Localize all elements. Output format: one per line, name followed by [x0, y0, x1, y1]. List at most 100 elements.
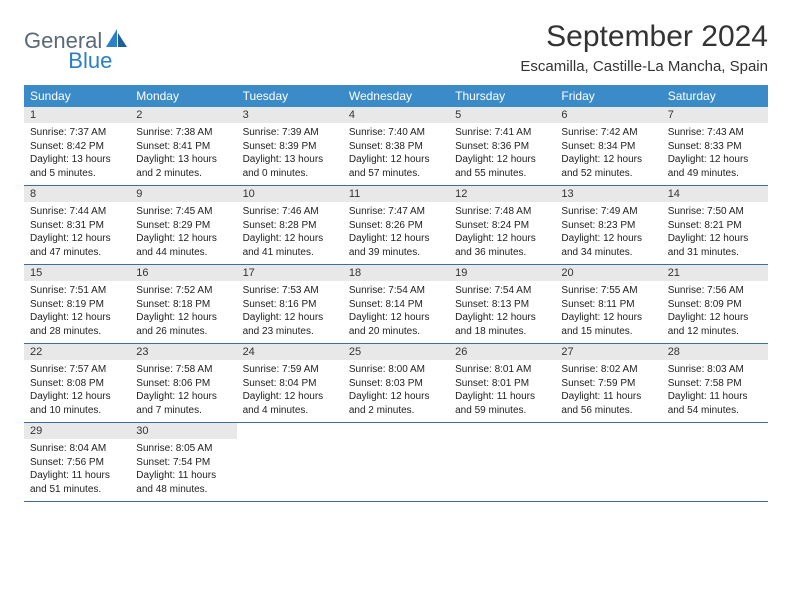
day-cell: 27Sunrise: 8:02 AMSunset: 7:59 PMDayligh…: [555, 344, 661, 422]
sunrise-text: Sunrise: 8:02 AM: [561, 363, 655, 377]
title-block: September 2024 Escamilla, Castille-La Ma…: [520, 20, 768, 75]
sunset-text: Sunset: 8:42 PM: [30, 140, 124, 154]
day-number: 29: [24, 423, 130, 439]
daylight-text: Daylight: 11 hours and 51 minutes.: [30, 469, 124, 496]
week-row: 29Sunrise: 8:04 AMSunset: 7:56 PMDayligh…: [24, 423, 768, 502]
daylight-text: Daylight: 12 hours and 10 minutes.: [30, 390, 124, 417]
day-cell: 11 Sunrise: 7:47 AMSunset: 8:26 PMDayligh…: [343, 186, 449, 264]
day-cell: 16Sunrise: 7:52 AMSunset: 8:18 PMDayligh…: [130, 265, 236, 343]
week-row: 22Sunrise: 7:57 AMSunset: 8:08 PMDayligh…: [24, 344, 768, 423]
sunrise-text: Sunrise: 7:41 AM: [455, 126, 549, 140]
daylight-text: Daylight: 12 hours and 26 minutes.: [136, 311, 230, 338]
sunrise-text: Sunrise: 8:01 AM: [455, 363, 549, 377]
daylight-text: Daylight: 12 hours and 36 minutes.: [455, 232, 549, 259]
daylight-text: Daylight: 12 hours and 39 minutes.: [349, 232, 443, 259]
day-number: 17: [237, 265, 343, 281]
daylight-text: Daylight: 12 hours and 52 minutes.: [561, 153, 655, 180]
sunset-text: Sunset: 8:23 PM: [561, 219, 655, 233]
sunrise-text: Sunrise: 7:47 AM: [349, 205, 443, 219]
sunset-text: Sunset: 8:03 PM: [349, 377, 443, 391]
sunrise-text: Sunrise: 7:42 AM: [561, 126, 655, 140]
dow-wednesday: Wednesday: [343, 85, 449, 107]
header: General Blue September 2024 Escamilla, C…: [24, 20, 768, 75]
daylight-text: Daylight: 12 hours and 23 minutes.: [243, 311, 337, 338]
sunset-text: Sunset: 8:11 PM: [561, 298, 655, 312]
day-cell: 18Sunrise: 7:54 AMSunset: 8:14 PMDayligh…: [343, 265, 449, 343]
sunrise-text: Sunrise: 7:55 AM: [561, 284, 655, 298]
sunset-text: Sunset: 8:39 PM: [243, 140, 337, 154]
daylight-text: Daylight: 11 hours and 59 minutes.: [455, 390, 549, 417]
day-cell: 14Sunrise: 7:50 AMSunset: 8:21 PMDayligh…: [662, 186, 768, 264]
sunrise-text: Sunrise: 7:58 AM: [136, 363, 230, 377]
day-number: 14: [662, 186, 768, 202]
day-cell: 30Sunrise: 8:05 AMSunset: 7:54 PMDayligh…: [130, 423, 236, 501]
day-number: 10: [237, 186, 343, 202]
sunset-text: Sunset: 8:26 PM: [349, 219, 443, 233]
sunrise-text: Sunrise: 7:59 AM: [243, 363, 337, 377]
daylight-text: Daylight: 12 hours and 12 minutes.: [668, 311, 762, 338]
sunrise-text: Sunrise: 7:43 AM: [668, 126, 762, 140]
daylight-text: Daylight: 12 hours and 57 minutes.: [349, 153, 443, 180]
day-cell: 21Sunrise: 7:56 AMSunset: 8:09 PMDayligh…: [662, 265, 768, 343]
day-body: Sunrise: 7:40 AMSunset: 8:38 PMDaylight:…: [343, 123, 449, 184]
sunset-text: Sunset: 8:28 PM: [243, 219, 337, 233]
sunset-text: Sunset: 8:21 PM: [668, 219, 762, 233]
day-number: 3: [237, 107, 343, 123]
calendar-grid: Sunday Monday Tuesday Wednesday Thursday…: [24, 85, 768, 502]
sunrise-text: Sunrise: 7:48 AM: [455, 205, 549, 219]
day-of-week-header: Sunday Monday Tuesday Wednesday Thursday…: [24, 85, 768, 107]
day-body: Sunrise: 7:57 AMSunset: 8:08 PMDaylight:…: [24, 360, 130, 421]
day-number: 4: [343, 107, 449, 123]
day-cell: 20Sunrise: 7:55 AMSunset: 8:11 PMDayligh…: [555, 265, 661, 343]
daylight-text: Daylight: 12 hours and 15 minutes.: [561, 311, 655, 338]
day-body: Sunrise: 7:45 AMSunset: 8:29 PMDaylight:…: [130, 202, 236, 263]
day-body: Sunrise: 7:54 AMSunset: 8:14 PMDaylight:…: [343, 281, 449, 342]
sunrise-text: Sunrise: 8:00 AM: [349, 363, 443, 377]
day-cell: 8Sunrise: 7:44 AMSunset: 8:31 PMDaylight…: [24, 186, 130, 264]
daylight-text: Daylight: 12 hours and 47 minutes.: [30, 232, 124, 259]
day-number: 11: [343, 186, 449, 202]
sunset-text: Sunset: 8:09 PM: [668, 298, 762, 312]
logo: General Blue: [24, 20, 174, 54]
daylight-text: Daylight: 12 hours and 31 minutes.: [668, 232, 762, 259]
daylight-text: Daylight: 11 hours and 48 minutes.: [136, 469, 230, 496]
dow-sunday: Sunday: [24, 85, 130, 107]
day-body: Sunrise: 8:02 AMSunset: 7:59 PMDaylight:…: [555, 360, 661, 421]
day-cell: 12Sunrise: 7:48 AMSunset: 8:24 PMDayligh…: [449, 186, 555, 264]
dow-monday: Monday: [130, 85, 236, 107]
sunset-text: Sunset: 8:29 PM: [136, 219, 230, 233]
day-number: 18: [343, 265, 449, 281]
daylight-text: Daylight: 12 hours and 20 minutes.: [349, 311, 443, 338]
day-number: 24: [237, 344, 343, 360]
day-body: Sunrise: 7:43 AMSunset: 8:33 PMDaylight:…: [662, 123, 768, 184]
day-number: 27: [555, 344, 661, 360]
sunrise-text: Sunrise: 7:56 AM: [668, 284, 762, 298]
logo-text-blue: Blue: [68, 48, 112, 74]
day-body: Sunrise: 7:39 AMSunset: 8:39 PMDaylight:…: [237, 123, 343, 184]
day-cell: [343, 423, 449, 501]
daylight-text: Daylight: 13 hours and 0 minutes.: [243, 153, 337, 180]
day-cell: 24Sunrise: 7:59 AMSunset: 8:04 PMDayligh…: [237, 344, 343, 422]
day-body: Sunrise: 7:55 AMSunset: 8:11 PMDaylight:…: [555, 281, 661, 342]
day-cell: 28Sunrise: 8:03 AMSunset: 7:58 PMDayligh…: [662, 344, 768, 422]
day-number: 6: [555, 107, 661, 123]
sunset-text: Sunset: 8:14 PM: [349, 298, 443, 312]
day-number: 20: [555, 265, 661, 281]
day-cell: 10Sunrise: 7:46 AMSunset: 8:28 PMDayligh…: [237, 186, 343, 264]
week-row: 15Sunrise: 7:51 AMSunset: 8:19 PMDayligh…: [24, 265, 768, 344]
weeks-container: 1Sunrise: 7:37 AMSunset: 8:42 PMDaylight…: [24, 107, 768, 502]
day-body: Sunrise: 7:58 AMSunset: 8:06 PMDaylight:…: [130, 360, 236, 421]
day-cell: 19Sunrise: 7:54 AMSunset: 8:13 PMDayligh…: [449, 265, 555, 343]
sunrise-text: Sunrise: 7:54 AM: [349, 284, 443, 298]
sunrise-text: Sunrise: 8:04 AM: [30, 442, 124, 456]
sunrise-text: Sunrise: 7:46 AM: [243, 205, 337, 219]
sunrise-text: Sunrise: 7:39 AM: [243, 126, 337, 140]
sunrise-text: Sunrise: 8:05 AM: [136, 442, 230, 456]
day-cell: 1Sunrise: 7:37 AMSunset: 8:42 PMDaylight…: [24, 107, 130, 185]
sunrise-text: Sunrise: 7:57 AM: [30, 363, 124, 377]
day-cell: 29Sunrise: 8:04 AMSunset: 7:56 PMDayligh…: [24, 423, 130, 501]
day-number: 9: [130, 186, 236, 202]
day-body: Sunrise: 8:01 AMSunset: 8:01 PMDaylight:…: [449, 360, 555, 421]
sunset-text: Sunset: 8:16 PM: [243, 298, 337, 312]
day-cell: 4Sunrise: 7:40 AMSunset: 8:38 PMDaylight…: [343, 107, 449, 185]
